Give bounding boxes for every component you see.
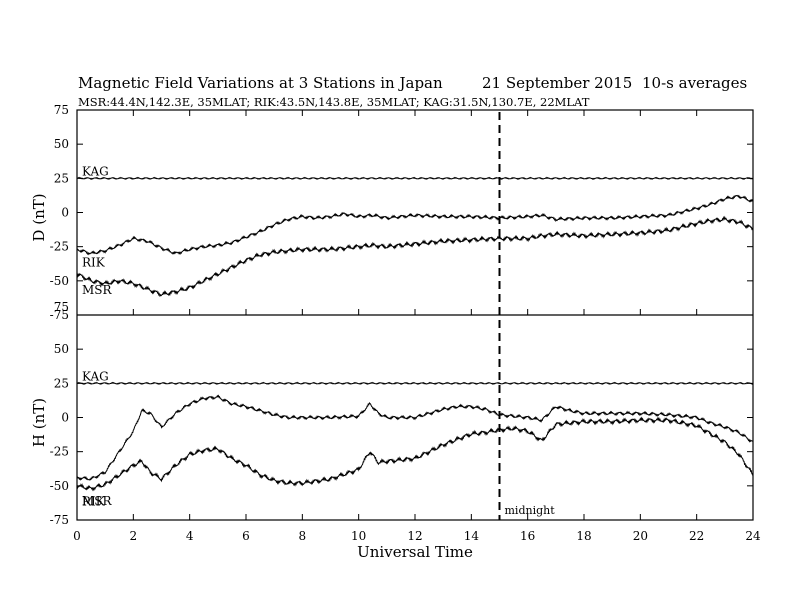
y-tick-label: 0	[61, 411, 69, 425]
series-line-msr-D	[76, 215, 754, 298]
y-tick-label: -75	[50, 513, 69, 527]
y-tick-label: 25	[54, 171, 69, 185]
series-line-kag-H	[76, 381, 754, 385]
y-tick-label: -75	[50, 308, 69, 322]
x-tick-label: 2	[130, 529, 138, 543]
y-tick-label: 0	[61, 206, 69, 220]
series-label-rik-H: RIK	[82, 495, 106, 509]
x-axis: 0 2 4 6 8 10 12 14 16 18 20 22 24	[73, 110, 761, 543]
series-line-rik-H	[76, 394, 754, 481]
x-tick-label: 22	[689, 529, 704, 543]
x-axis-label: Universal Time	[357, 543, 473, 561]
y-tick-label: 50	[54, 342, 69, 356]
x-tick-label: 24	[745, 529, 761, 543]
x-tick-label: 6	[242, 529, 250, 543]
stations-info: MSR:44.4N,142.3E, 35MLAT; RIK:43.5N,143.…	[78, 95, 590, 109]
y-tick-label: 50	[54, 137, 69, 151]
x-tick-label: 10	[351, 529, 366, 543]
chart-date: 21 September 2015	[482, 74, 632, 92]
y-tick-label: -25	[50, 445, 69, 459]
y-tick-label: -25	[50, 240, 69, 254]
series-line-kag-D	[76, 176, 754, 181]
y-axis-label-D: D (nT)	[30, 193, 48, 241]
midnight-label: midnight	[505, 504, 556, 517]
y-tick-label: -50	[50, 274, 69, 288]
chart-averaging: 10-s averages	[642, 74, 747, 92]
x-tick-label: 16	[520, 529, 535, 543]
series-line-msr-H	[76, 416, 754, 492]
series-label-kag-H: KAG	[82, 369, 109, 383]
x-tick-label: 4	[186, 529, 194, 543]
series-label-rik-D: RIK	[82, 255, 106, 269]
x-tick-label: 12	[407, 529, 422, 543]
x-tick-label: 20	[633, 529, 648, 543]
panel-D: 75 50 25 0 -25 -50 -75 D (nT) KAG RIK MSR	[30, 103, 754, 322]
y-tick-label: -50	[50, 479, 69, 493]
y-tick-label: 75	[54, 103, 69, 117]
x-tick-label: 18	[576, 529, 591, 543]
chart-title: Magnetic Field Variations at 3 Stations …	[78, 74, 443, 92]
y-tick-label: 25	[54, 376, 69, 390]
y-axis-label-H: H (nT)	[30, 398, 48, 447]
series-line-rik-D	[76, 194, 754, 256]
x-tick-label: 14	[464, 529, 480, 543]
series-label-msr-D: MSR	[82, 283, 113, 297]
series-label-kag-D: KAG	[82, 164, 109, 178]
x-tick-label: 8	[299, 529, 307, 543]
x-tick-label: 0	[73, 529, 81, 543]
series-label-msr-H: MSR	[82, 494, 113, 508]
y-tick-label: 75	[54, 300, 69, 314]
